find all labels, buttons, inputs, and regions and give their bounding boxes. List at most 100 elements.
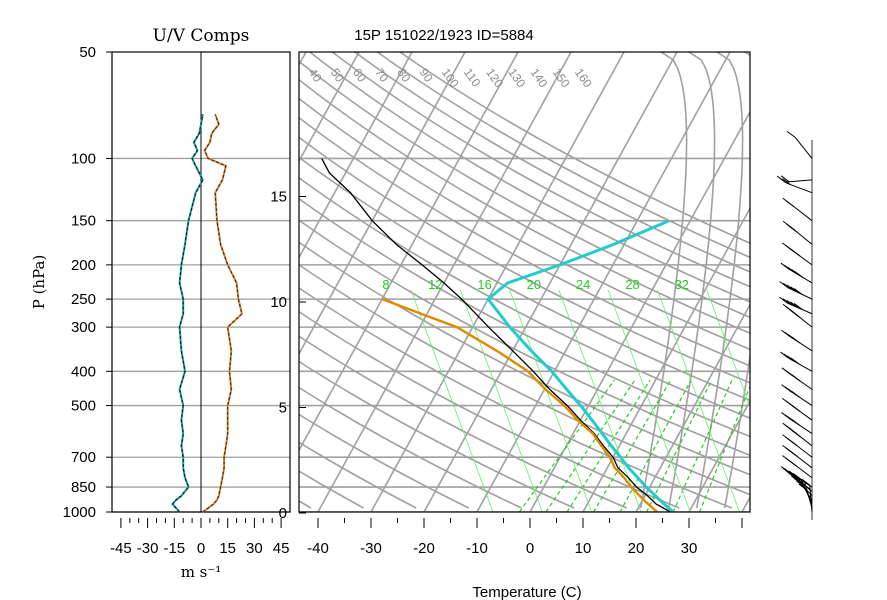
profile-u	[202, 114, 243, 513]
wind-barb	[788, 357, 813, 372]
x-axis-label: m s⁻¹	[181, 563, 222, 581]
dry-adiabat-label: 100	[439, 66, 462, 91]
wind-barb-flag	[792, 472, 802, 480]
wind-barb-flag	[801, 478, 811, 486]
dry-adiabat	[299, 286, 733, 509]
mixing-ratio-line	[518, 379, 615, 512]
profile-parcel	[486, 219, 675, 512]
moist-adiabat	[837, 52, 883, 508]
wind-barb-flag	[788, 459, 798, 467]
wind-barb-flag	[776, 175, 786, 183]
moist-adiabat	[723, 52, 750, 509]
skew-t-plot-area	[0, 52, 887, 512]
moist-adiabat	[809, 52, 855, 508]
moist-adiabat	[865, 52, 887, 508]
wind-barb-flag	[793, 303, 803, 310]
temp-tick-label: -10	[466, 540, 488, 557]
dry-adiabat	[399, 52, 750, 244]
wind-barb	[786, 182, 813, 194]
mixing-ratio-guide	[657, 289, 740, 512]
isotherm	[476, 52, 731, 512]
height-tick-label: 10	[270, 294, 287, 311]
wind-barb-flag	[787, 355, 796, 363]
y-tick-label: 700	[71, 449, 96, 466]
wind-barb-flag	[787, 470, 797, 478]
mixing-ratio-guide	[558, 289, 642, 512]
dry-adiabat	[299, 413, 470, 509]
moist-adiabat	[667, 52, 716, 509]
mixing-ratio-guide	[706, 289, 750, 409]
wind-barb-flag	[792, 311, 801, 319]
dry-adiabat-label: 140	[528, 66, 551, 91]
dry-adiabat	[299, 241, 750, 476]
mixing-ratio-line	[566, 379, 651, 512]
wind-barb-flag	[785, 200, 795, 208]
wind-barb-flag	[793, 288, 803, 295]
wind-barb-flag	[786, 284, 796, 292]
dry-adiabat-label: 120	[483, 66, 506, 91]
dry-adiabat	[299, 176, 750, 420]
mixing-ratio-line	[646, 379, 713, 512]
isotherm	[688, 399, 750, 512]
profile-v	[171, 114, 204, 513]
wind-barb-flag	[789, 225, 798, 233]
wind-barb	[794, 137, 813, 159]
dry-adiabat	[299, 156, 750, 402]
wind-barb-flag	[782, 298, 792, 306]
mixing-ratio-line	[545, 379, 636, 512]
x-tick-label: 15	[219, 540, 236, 557]
isotherm	[299, 52, 413, 260]
dry-adiabat	[299, 335, 628, 509]
wind-barb	[787, 302, 813, 315]
temp-tick-label: 30	[681, 540, 698, 557]
wind-barb-flag	[790, 301, 799, 309]
dry-adiabat	[299, 136, 750, 384]
wind-barb-flag	[789, 473, 798, 480]
wind-barb-flag	[790, 475, 800, 483]
mixing-ratio-label: 28	[625, 277, 639, 292]
dry-adiabat	[299, 386, 522, 509]
dry-adiabat-label: 70	[372, 66, 391, 85]
skew-t-title: 15P 151022/1923 ID=5884	[354, 27, 533, 44]
moist-adiabat	[639, 52, 688, 509]
y-tick-label: 300	[71, 319, 96, 336]
mixing-ratio-line	[593, 379, 672, 512]
x-tick-label: -45	[110, 540, 132, 557]
wind-barb-flag	[791, 405, 801, 412]
wind-barb-flag	[790, 357, 800, 365]
skew-t-frame	[298, 51, 751, 513]
dry-adiabat	[354, 52, 750, 273]
wind-barb-flag	[779, 281, 788, 288]
uv-frame	[111, 51, 291, 513]
uv-title: U/V Comps	[153, 26, 250, 46]
dry-adiabat	[299, 60, 750, 319]
y-tick-label: 850	[71, 479, 96, 496]
y-tick-label: 50	[79, 44, 96, 61]
wind-barb-flag	[794, 270, 804, 278]
mixing-ratio-guide	[459, 289, 543, 512]
dry-adiabat-label: 150	[550, 66, 573, 91]
temperature-axis-label: Temperature (C)	[472, 584, 581, 600]
isotherm	[582, 206, 750, 512]
mixing-ratio-line	[619, 379, 692, 512]
mixing-ratio-guide	[509, 289, 593, 512]
wind-barb-flag	[786, 299, 795, 307]
mixing-ratio-line	[672, 379, 733, 512]
x-tick-label: 30	[246, 540, 263, 557]
wind-barb-flag	[780, 175, 790, 183]
y-tick-label: 200	[71, 257, 96, 274]
mixing-ratio-line	[699, 384, 750, 512]
isotherm	[741, 495, 750, 512]
isotherm	[0, 52, 147, 512]
mixing-ratio-label: 8	[382, 277, 389, 292]
wind-barb-flag	[791, 390, 800, 398]
dry-adiabat	[299, 310, 680, 509]
isotherm	[299, 52, 519, 452]
mixing-ratio-label: 32	[675, 277, 689, 292]
wind-barb-flag	[792, 430, 801, 438]
x-tick-label: -30	[137, 540, 159, 557]
temp-tick-label: -20	[413, 540, 435, 557]
isotherm	[299, 52, 360, 163]
